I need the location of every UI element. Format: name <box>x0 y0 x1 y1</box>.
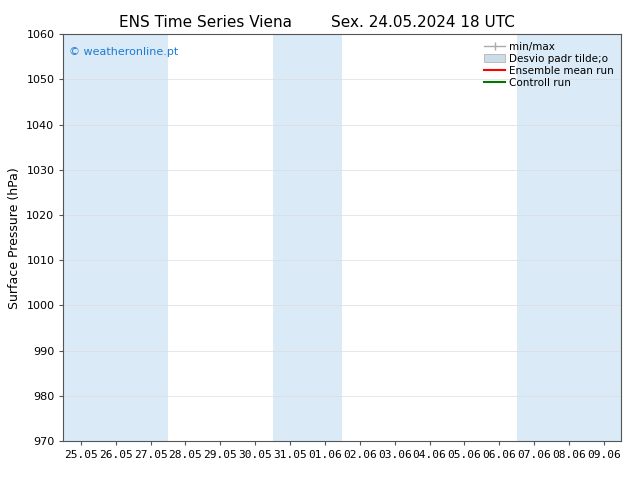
Bar <box>133 34 168 441</box>
Bar <box>517 34 552 441</box>
Text: ENS Time Series Viena        Sex. 24.05.2024 18 UTC: ENS Time Series Viena Sex. 24.05.2024 18… <box>119 15 515 30</box>
Bar <box>552 34 586 441</box>
Bar <box>273 34 307 441</box>
Bar <box>586 34 621 441</box>
Bar <box>98 34 133 441</box>
Bar <box>63 34 98 441</box>
Bar <box>307 34 342 441</box>
Text: © weatheronline.pt: © weatheronline.pt <box>69 47 178 56</box>
Y-axis label: Surface Pressure (hPa): Surface Pressure (hPa) <box>8 167 21 309</box>
Legend: min/max, Desvio padr tilde;o, Ensemble mean run, Controll run: min/max, Desvio padr tilde;o, Ensemble m… <box>480 37 618 92</box>
